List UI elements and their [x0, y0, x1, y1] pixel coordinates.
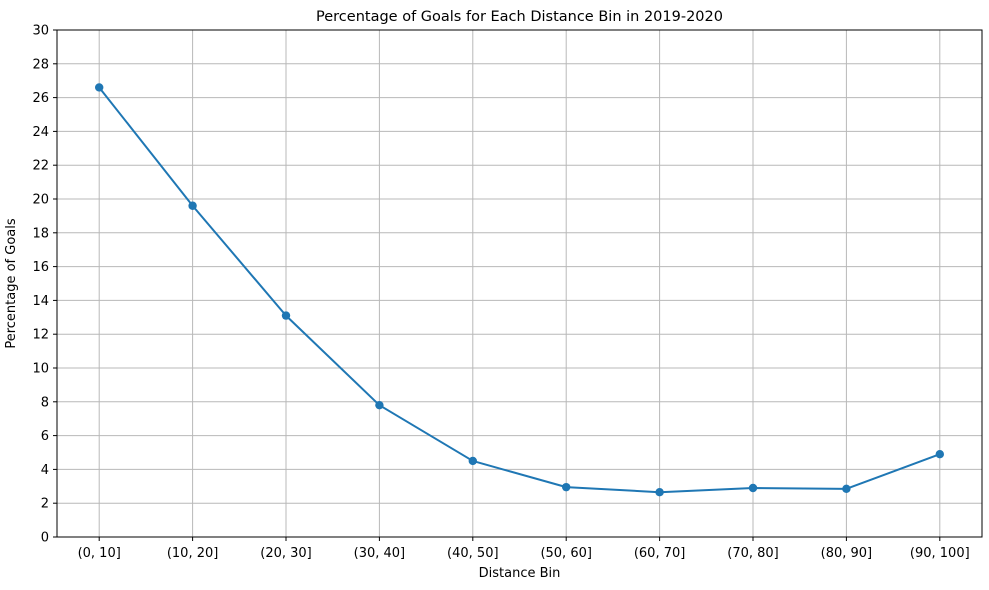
y-tick-label: 6 [41, 429, 49, 444]
y-tick-label: 0 [41, 531, 49, 546]
y-tick-label: 10 [32, 362, 49, 377]
y-tick-label: 4 [41, 463, 49, 478]
data-point-marker [95, 83, 104, 92]
y-tick-label: 22 [32, 159, 49, 174]
data-point-marker [748, 483, 758, 493]
x-tick-label: (80, 90] [821, 546, 873, 561]
chart-title: Percentage of Goals for Each Distance Bi… [316, 9, 723, 25]
data-point-marker [188, 201, 197, 210]
tick-layer: (0, 10] (10, 20] (20, 30] (30, 40] (40, 50] (… [32, 24, 969, 562]
data-point-marker [842, 484, 851, 494]
x-tick-label: (70, 80] [727, 546, 779, 561]
y-tick-label: 24 [32, 125, 49, 140]
y-tick-label: 28 [32, 57, 49, 72]
y-tick-label: 14 [32, 294, 49, 309]
y-tick-label: 12 [32, 328, 49, 343]
x-axis-label: Distance Bin [479, 566, 561, 581]
y-tick-label: 8 [41, 395, 49, 410]
axes-spines [56, 29, 983, 538]
y-tick-label: 2 [41, 497, 49, 512]
data-series-layer [95, 83, 944, 497]
data-line [98, 86, 941, 494]
plot-box [56, 29, 983, 538]
data-point-marker [655, 488, 664, 497]
x-tick-label: (10, 20] [167, 546, 219, 561]
data-point-marker [468, 456, 477, 466]
data-point-marker [281, 311, 291, 320]
y-tick-label: 26 [32, 91, 49, 106]
data-point-marker [375, 400, 384, 410]
x-tick-label: (60, 70] [634, 546, 686, 561]
y-tick-label: 16 [32, 260, 49, 275]
x-tick-label: (50, 60] [540, 546, 592, 561]
y-tick-label: 20 [32, 193, 49, 208]
data-point-marker [562, 482, 571, 492]
x-tick-label: (90, 100] [910, 546, 970, 561]
x-tick-label: (0, 10] [78, 546, 121, 561]
data-point-marker [935, 449, 944, 459]
x-tick-label: (30, 40] [354, 546, 406, 561]
x-tick-label: (20, 30] [260, 546, 312, 561]
y-axis-label: Percentage of Goals [4, 218, 19, 349]
x-tick-label: (40, 50] [447, 546, 499, 561]
y-tick-label: 18 [32, 226, 49, 241]
y-tick-label: 30 [32, 24, 49, 39]
grid-layer [57, 29, 982, 538]
